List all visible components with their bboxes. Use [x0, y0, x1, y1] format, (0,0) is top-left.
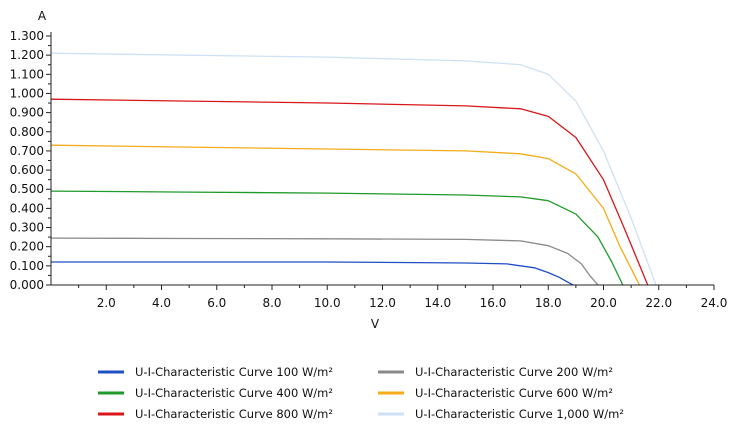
x-tick-label: 16.0: [480, 296, 507, 310]
x-tick-label: 24.0: [701, 296, 728, 310]
x-tick-label: 22.0: [645, 296, 672, 310]
y-tick-label: 0.800: [10, 125, 44, 139]
x-tick-label: 6.0: [207, 296, 226, 310]
legend-label: U-I-Characteristic Curve 400 W/m²: [135, 386, 333, 400]
y-tick-label: 1.100: [10, 67, 44, 81]
x-tick-label: 4.0: [152, 296, 171, 310]
y-tick-label: 0.000: [10, 278, 44, 292]
y-axis-label: A: [38, 9, 47, 23]
legend-label: U-I-Characteristic Curve 100 W/m²: [135, 365, 333, 379]
y-tick-label: 0.900: [10, 106, 44, 120]
x-tick-label: 14.0: [424, 296, 451, 310]
y-axis: 0.000 0.100 0.200 0.300 0.400 0.500 0.600 0.700…: [10, 29, 51, 292]
plot-area: [51, 53, 656, 285]
legend: U-I-Characteristic Curve 100 W/m² U-I-Cha…: [98, 365, 624, 421]
y-tick-label: 0.300: [10, 221, 44, 235]
legend-label: U-I-Characteristic Curve 600 W/m²: [415, 386, 613, 400]
x-tick-label: 8.0: [262, 296, 281, 310]
legend-label: U-I-Characteristic Curve 1,000 W/m²: [415, 407, 624, 421]
x-axis-label: V: [371, 317, 380, 331]
y-tick-label: 1.200: [10, 48, 44, 62]
x-tick-label: 10.0: [314, 296, 341, 310]
x-tick-label: 12.0: [369, 296, 396, 310]
x-tick-label: 20.0: [590, 296, 617, 310]
y-tick-label: 1.000: [10, 86, 44, 100]
x-tick-label: 2.0: [97, 296, 116, 310]
x-axis: 2.0 4.0 6.0 8.0 10.0 12.0 14.0 16.0 18.0 20.0 22.0…: [51, 285, 727, 310]
legend-label: U-I-Characteristic Curve 800 W/m²: [135, 407, 333, 421]
x-tick-label: 18.0: [535, 296, 562, 310]
series-line-4: [51, 145, 639, 285]
y-tick-label: 0.100: [10, 259, 44, 273]
series-line-1: [51, 262, 573, 285]
legend-label: U-I-Characteristic Curve 200 W/m²: [415, 365, 613, 379]
y-tick-label: 0.400: [10, 201, 44, 215]
series-line-6: [51, 53, 656, 285]
y-tick-label: 0.700: [10, 144, 44, 158]
y-tick-label: 1.300: [10, 29, 44, 43]
y-tick-label: 0.600: [10, 163, 44, 177]
y-tick-label: 0.500: [10, 182, 44, 196]
y-tick-label: 0.200: [10, 240, 44, 254]
